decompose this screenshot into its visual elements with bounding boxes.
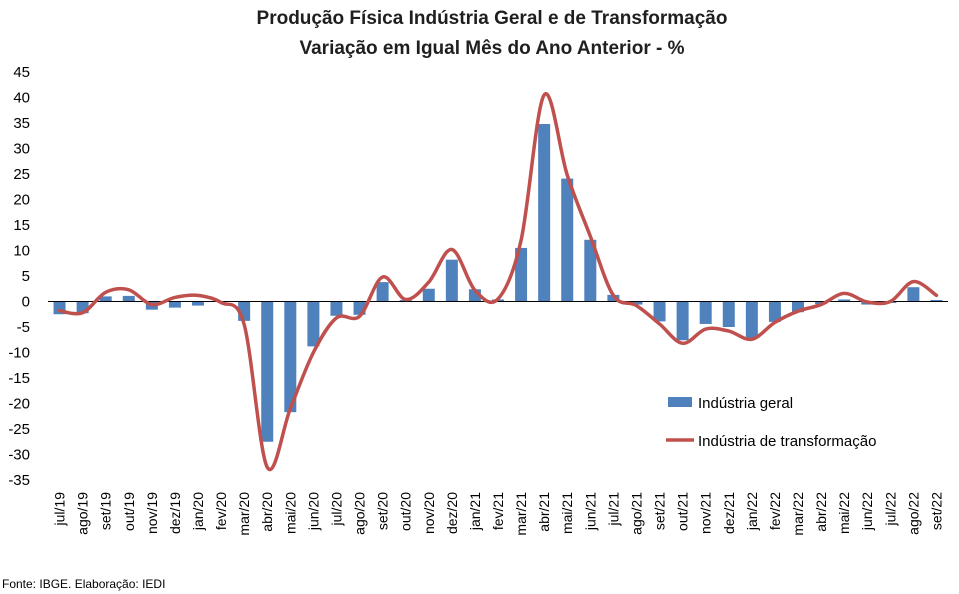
bar-dez-19 [168, 301, 181, 308]
bar-abr-20 [261, 301, 274, 442]
bar-jan-20 [192, 301, 204, 306]
bar-jun-20 [307, 301, 320, 347]
bar-series-industria-geral [53, 124, 943, 442]
x-tick-label: ago/22 [905, 492, 921, 535]
bar-set-22 [930, 299, 943, 302]
y-tick-label: 40 [13, 90, 30, 107]
bar-fev-22 [768, 301, 781, 322]
x-tick-label: ago/19 [75, 492, 91, 535]
x-tick-label: mar/20 [236, 492, 252, 536]
x-tick-label: nov/20 [421, 492, 437, 534]
chart-title: Produção Física Indústria Geral e de Tra… [257, 8, 728, 29]
legend-label-industria-geral: Indústria geral [698, 395, 793, 412]
x-tick-label: ago/20 [352, 492, 368, 535]
y-tick-label: -35 [8, 472, 30, 489]
x-tick-label: fev/21 [490, 492, 506, 530]
x-tick-label: nov/19 [144, 492, 160, 534]
legend-swatch-industria-geral [668, 397, 692, 407]
bar-dez-20 [445, 259, 458, 302]
bar-ago-21 [630, 301, 643, 305]
y-tick-label: 30 [13, 141, 30, 158]
y-tick-label: -30 [8, 447, 30, 464]
x-tick-label: jul/21 [605, 492, 621, 527]
y-tick-label: -5 [17, 319, 30, 336]
x-tick-label: dez/21 [721, 492, 737, 534]
x-tick-label: jun/21 [582, 492, 598, 531]
x-tick-label: set/21 [652, 492, 668, 530]
bar-jan-22 [745, 301, 758, 339]
bar-set-20 [376, 282, 389, 302]
x-tick-label: abr/20 [259, 492, 275, 532]
source-note: Fonte: IBGE. Elaboração: IEDI [2, 577, 165, 591]
y-tick-label: -10 [8, 345, 30, 362]
x-tick-label: set/20 [375, 492, 391, 530]
bar-mar-21 [515, 247, 528, 302]
x-tick-label: mai/20 [282, 492, 298, 534]
y-tick-label: 25 [13, 166, 30, 183]
x-tick-label: jan/20 [190, 492, 206, 531]
x-tick-label: jul/19 [52, 492, 68, 527]
bar-out-19 [122, 295, 135, 302]
y-tick-label: 20 [13, 192, 30, 209]
x-axis-ticks: jul/19 ago/19 set/19 out/19 nov/19 dez/19 jan/… [52, 492, 945, 536]
x-tick-label: ago/21 [628, 492, 644, 535]
line-series-industria-transformacao [57, 92, 939, 472]
y-tick-label: 5 [22, 268, 30, 285]
x-tick-label: abr/22 [813, 492, 829, 532]
bar-mar-22 [792, 301, 804, 313]
y-tick-label: 35 [13, 115, 30, 132]
chart-subtitle: Variação em Igual Mês do Ano Anterior - … [299, 38, 684, 59]
y-tick-label: -25 [8, 421, 30, 438]
y-tick-label: 10 [13, 243, 30, 260]
x-tick-label: jan/21 [467, 492, 483, 531]
bar-abr-21 [538, 124, 551, 302]
x-tick-label: abr/21 [536, 492, 552, 532]
bar-set-21 [653, 301, 666, 322]
x-tick-label: dez/19 [167, 492, 183, 534]
x-tick-label: jun/22 [859, 492, 875, 531]
x-tick-label: set/22 [928, 492, 944, 530]
bar-nov-21 [699, 301, 712, 324]
bar-ago-19 [76, 301, 89, 314]
x-tick-label: set/19 [98, 492, 114, 530]
x-tick-label: nov/21 [698, 492, 714, 534]
y-tick-label: 0 [22, 294, 30, 311]
x-tick-label: out/21 [675, 492, 691, 531]
x-tick-label: jun/20 [305, 492, 321, 531]
x-tick-label: jan/22 [744, 492, 760, 531]
bar-mai-21 [561, 178, 574, 302]
x-tick-label: fev/20 [213, 492, 229, 530]
x-tick-label: mai/21 [559, 492, 575, 534]
legend: Indústria geral Indústria de transformaç… [666, 395, 876, 450]
x-tick-label: fev/22 [767, 492, 783, 530]
bar-nov-20 [422, 288, 435, 302]
bar-mai-20 [284, 301, 297, 413]
x-tick-label: mar/22 [790, 492, 806, 536]
bar-jul-20 [330, 301, 343, 316]
y-tick-label: 45 [13, 64, 30, 81]
legend-label-industria-transformacao: Indústria de transformação [698, 433, 876, 450]
x-tick-label: out/19 [121, 492, 137, 531]
y-axis-ticks: 45 40 35 30 25 20 15 10 5 0 -5 -10 -15 -20 -25 -30 -35 [8, 64, 30, 489]
x-tick-label: dez/20 [444, 492, 460, 534]
y-tick-label: -20 [8, 396, 30, 413]
y-tick-label: -15 [8, 370, 30, 387]
bar-set-19 [99, 296, 112, 302]
bar-out-21 [676, 301, 689, 341]
x-tick-label: out/20 [398, 492, 414, 531]
bar-ago-22 [907, 287, 920, 302]
bar-jun-21 [584, 239, 597, 302]
bar-mai-22 [838, 299, 851, 302]
x-tick-label: mai/22 [836, 492, 852, 534]
y-tick-label: 15 [13, 217, 30, 234]
x-tick-label: jul/20 [328, 492, 344, 527]
bar-dez-21 [722, 301, 735, 327]
x-tick-label: jul/22 [882, 492, 898, 527]
x-tick-label: mar/21 [513, 492, 529, 536]
